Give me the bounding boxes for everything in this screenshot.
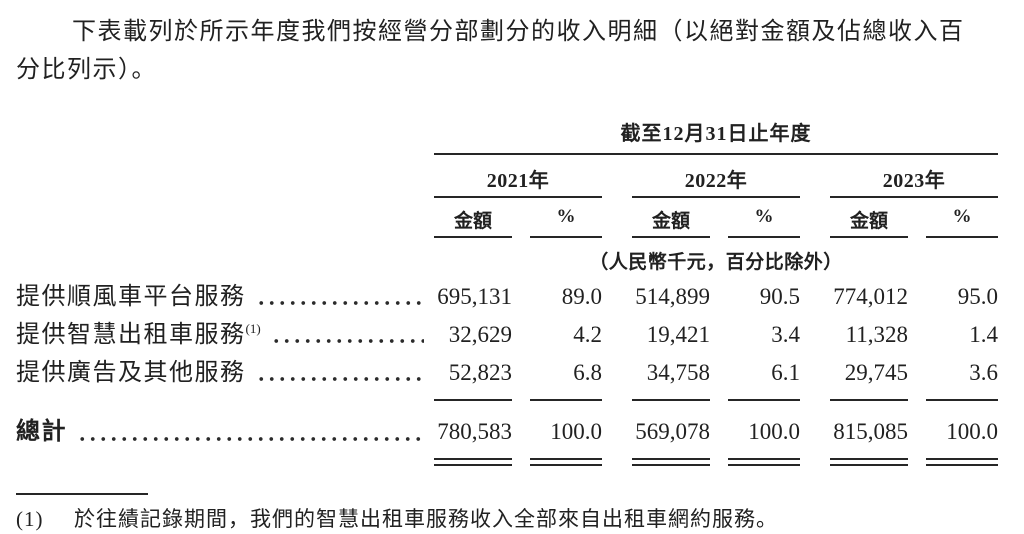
table-row-hitchhiking-platform: 提供順風車平台服務 695,131 89.0 514,899 90.5 774,… xyxy=(0,278,1024,316)
table-row-smart-taxi: 提供智慧出租車服務(1) 32,629 4.2 19,421 3.4 11,32… xyxy=(0,316,1024,354)
pct-2021: 4.2 xyxy=(573,322,602,347)
pct-2021: 6.8 xyxy=(530,354,602,401)
dot-leader xyxy=(255,354,424,392)
pct-2022: 6.1 xyxy=(728,354,800,401)
amount-2021: 695,131 xyxy=(437,284,512,309)
column-header-pct-2021: % xyxy=(530,198,602,238)
column-header-amount-2022: 金額 xyxy=(632,198,710,238)
footnote-marker: (1) xyxy=(16,507,44,531)
double-rule xyxy=(830,458,908,466)
total-pct-2023: 100.0 xyxy=(946,419,998,444)
column-header-pct-2023: % xyxy=(926,198,998,238)
column-header-pct-2022: % xyxy=(728,198,800,238)
double-rule xyxy=(434,458,512,466)
double-rule xyxy=(926,458,998,466)
period-header: 截至12月31日止年度 xyxy=(434,117,998,155)
total-amount-2022: 569,078 xyxy=(635,419,710,444)
double-rule xyxy=(632,458,710,466)
total-pct-2022: 100.0 xyxy=(748,419,800,444)
footnote: (1) 於往績記錄期間，我們的智慧出租車服務收入全部來自出租車網約服務。 xyxy=(16,504,1008,534)
revenue-segment-table: 截至12月31日止年度 2021年 2022年 2023年 金額 % 金額 % … xyxy=(0,117,1024,466)
amount-2021: 32,629 xyxy=(448,322,512,347)
pct-2023: 3.6 xyxy=(926,354,998,401)
total-amount-2021: 780,583 xyxy=(437,419,512,444)
year-header-2021: 2021年 xyxy=(434,155,602,198)
row-label: 提供智慧出租車服務(1) xyxy=(16,321,261,348)
table-unit-note-row: （人民幣千元，百分比除外） xyxy=(0,238,1024,278)
dot-leader xyxy=(255,278,424,316)
unit-note: （人民幣千元，百分比除外） xyxy=(589,252,843,273)
total-amount-2023: 815,085 xyxy=(833,419,908,444)
row-label: 提供廣告及其他服務 xyxy=(16,360,246,386)
amount-2023: 29,745 xyxy=(830,354,908,401)
double-rule xyxy=(728,458,800,466)
dot-leader xyxy=(270,316,424,354)
double-rule xyxy=(530,458,602,466)
total-pct-2021: 100.0 xyxy=(550,419,602,444)
year-header-2022: 2022年 xyxy=(632,155,800,198)
amount-2022: 514,899 xyxy=(635,284,710,309)
footnote-ref: (1) xyxy=(245,321,261,336)
column-header-amount-2021: 金額 xyxy=(434,198,512,238)
pct-2023: 95.0 xyxy=(957,284,998,309)
row-label: 提供順風車平台服務 xyxy=(16,284,246,310)
footnote-separator xyxy=(16,493,148,495)
pct-2022: 3.4 xyxy=(771,322,800,347)
table-period-header-row: 截至12月31日止年度 xyxy=(0,117,1024,155)
table-column-header-row: 金額 % 金額 % 金額 % xyxy=(0,198,1024,238)
intro-paragraph: 下表載列於所示年度我們按經營分部劃分的收入明細（以絕對金額及佔總收入百 分比列示… xyxy=(16,13,1008,89)
dot-leader xyxy=(77,412,424,452)
table-row-advertising-other: 提供廣告及其他服務 52,823 6.8 34,758 6.1 29,745 3… xyxy=(0,354,1024,401)
amount-2022: 34,758 xyxy=(632,354,710,401)
total-label: 總計 xyxy=(16,419,67,445)
amount-2023: 774,012 xyxy=(833,284,908,309)
intro-line-1: 下表載列於所示年度我們按經營分部劃分的收入明細（以絕對金額及佔總收入百 xyxy=(72,19,965,45)
pct-2023: 1.4 xyxy=(969,322,998,347)
table-total-double-rule-row xyxy=(0,458,1024,466)
column-header-amount-2023: 金額 xyxy=(830,198,908,238)
pct-2021: 89.0 xyxy=(561,284,602,309)
footnote-text: 於往績記錄期間，我們的智慧出租車服務收入全部來自出租車網約服務。 xyxy=(74,507,778,531)
table-year-header-row: 2021年 2022年 2023年 xyxy=(0,155,1024,198)
amount-2023: 11,328 xyxy=(845,322,908,347)
pct-2022: 90.5 xyxy=(759,284,800,309)
table-row-total: 總計 780,583 100.0 569,078 100.0 815,085 1… xyxy=(0,412,1024,452)
amount-2021: 52,823 xyxy=(434,354,512,401)
year-header-2023: 2023年 xyxy=(830,155,998,198)
intro-line-2: 分比列示）。 xyxy=(16,57,157,83)
amount-2022: 19,421 xyxy=(646,322,710,347)
